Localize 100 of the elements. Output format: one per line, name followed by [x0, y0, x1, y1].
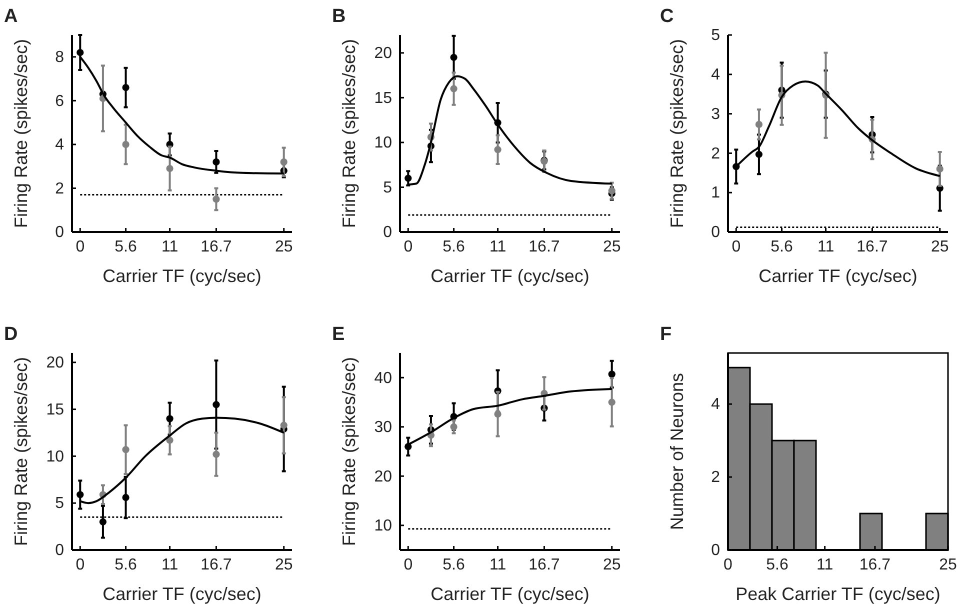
point	[404, 174, 412, 182]
y-tick-label: 5	[55, 495, 64, 512]
point	[212, 450, 220, 458]
y-axis-title: Firing Rate (spikes/sec)	[11, 38, 31, 228]
x-tick-label: 11	[489, 238, 506, 256]
y-tick-label: 10	[374, 134, 392, 152]
y-tick-label: 0	[383, 224, 392, 242]
y-tick-label: 3	[711, 106, 720, 123]
x-tick-label: 5.6	[442, 238, 465, 256]
y-tick-label: 5	[711, 27, 720, 44]
x-tick-label: 11	[489, 556, 506, 574]
point	[166, 415, 174, 422]
y-tick-label: 6	[55, 92, 64, 110]
y-tick-label: 20	[374, 45, 392, 62]
y-tick-label: 0	[711, 224, 720, 242]
point	[99, 518, 107, 526]
x-tick-label: 16.7	[528, 238, 560, 256]
y-tick-label: 20	[46, 354, 64, 372]
point	[166, 164, 174, 172]
x-tick-label: 0	[404, 556, 413, 574]
x-tick-label: 5.6	[766, 556, 788, 574]
chart-title: D	[4, 324, 18, 345]
chart-title: E	[332, 324, 345, 345]
point	[280, 158, 288, 166]
x-tick-label: 25	[930, 238, 949, 256]
point	[936, 165, 944, 173]
point	[450, 423, 458, 430]
y-tick-label: 0	[711, 542, 720, 560]
x-tick-label: 0	[732, 238, 741, 256]
y-tick-label: 5	[383, 179, 392, 196]
point	[212, 196, 220, 203]
x-tick-label: 25	[602, 556, 621, 574]
x-axis-title: Carrier TF (cyc/sec)	[430, 266, 590, 286]
y-tick-label: 10	[374, 517, 392, 534]
x-tick-label: 25	[274, 238, 293, 256]
point	[755, 120, 763, 128]
chart-title: F	[660, 324, 672, 345]
x-tick-label: 25	[939, 556, 957, 574]
y-tick-label: 4	[55, 136, 64, 154]
y-tick-label: 2	[711, 145, 720, 162]
y-axis-title: Firing Rate (spikes/sec)	[339, 356, 359, 546]
y-tick-label: 40	[374, 370, 392, 387]
y-tick-label: 10	[46, 448, 64, 466]
y-tick-label: 15	[46, 401, 64, 418]
point	[494, 410, 502, 418]
x-axis-title: Carrier TF (cyc/sec)	[758, 266, 918, 286]
point	[122, 446, 130, 454]
x-tick-label: 0	[76, 556, 85, 574]
x-tick-label: 0	[76, 238, 85, 256]
x-tick-label: 11	[161, 238, 178, 256]
point	[608, 187, 616, 194]
point	[212, 401, 220, 408]
point	[76, 48, 84, 56]
y-axis-title: Firing Rate (spikes/sec)	[11, 356, 31, 546]
x-tick-label: 16.7	[859, 556, 891, 574]
y-tick-label: 0	[55, 542, 64, 560]
y-tick-label: 8	[55, 49, 64, 66]
y-tick-label: 4	[711, 66, 720, 84]
x-tick-label: 5.6	[114, 556, 137, 574]
y-axis-title: Firing Rate (spikes/sec)	[339, 38, 359, 228]
x-tick-label: 25	[274, 556, 293, 574]
y-tick-label: 20	[374, 468, 392, 486]
point	[608, 398, 616, 406]
x-tick-label: 16.7	[528, 556, 560, 574]
x-tick-label: 11	[161, 556, 178, 574]
point	[122, 140, 130, 148]
y-tick-label: 30	[374, 418, 392, 436]
x-tick-label: 25	[602, 238, 621, 256]
x-tick-label: 5.6	[442, 556, 465, 574]
point	[450, 54, 458, 61]
x-tick-label: 5.6	[114, 238, 137, 256]
point	[608, 370, 616, 378]
point	[494, 146, 502, 154]
chart-title: C	[660, 6, 674, 27]
x-tick-label: 16.7	[200, 238, 232, 256]
x-axis-title: Carrier TF (cyc/sec)	[102, 266, 262, 286]
y-axis-title: Number of Neurons	[667, 372, 687, 530]
point	[212, 158, 220, 166]
point	[122, 84, 130, 92]
chart-title: B	[332, 6, 346, 27]
x-axis-title: Carrier TF (cyc/sec)	[102, 584, 262, 604]
point	[280, 422, 288, 429]
y-tick-label: 1	[711, 184, 720, 202]
y-tick-label: 0	[55, 224, 64, 242]
point	[76, 491, 84, 498]
x-tick-label: 0	[404, 238, 413, 256]
point	[755, 150, 763, 158]
x-tick-label: 5.6	[770, 238, 793, 256]
y-axis-title: Firing Rate (spikes/sec)	[667, 38, 687, 228]
y-tick-label: 2	[711, 469, 720, 486]
point	[450, 85, 458, 92]
x-tick-label: 0	[724, 556, 733, 574]
chart-title: A	[4, 6, 18, 27]
x-tick-label: 11	[817, 238, 834, 256]
y-tick-label: 15	[374, 90, 392, 107]
x-tick-label: 16.7	[856, 238, 888, 256]
x-tick-label: 16.7	[200, 556, 232, 574]
x-axis-title: Peak Carrier TF (cyc/sec)	[736, 584, 940, 604]
point	[122, 494, 130, 502]
x-axis-title: Carrier TF (cyc/sec)	[430, 584, 590, 604]
